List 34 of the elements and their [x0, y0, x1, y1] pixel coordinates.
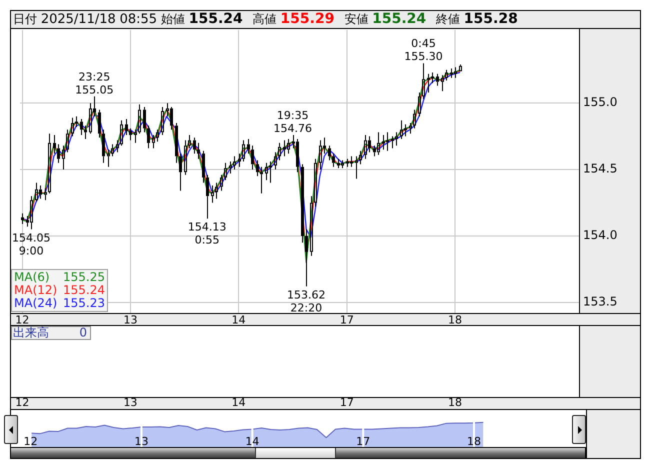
annotation: 153.62 22:20: [287, 288, 326, 314]
text: MA(6): [14, 270, 50, 284]
text: MA(12): [14, 283, 58, 298]
x-tick-label: 17: [356, 435, 370, 448]
x-tick-label: 14: [245, 435, 260, 448]
y-tick-label: 154.5: [583, 162, 618, 176]
annotation: 154.05 9:00: [12, 231, 51, 258]
x-tick-label: 13: [134, 435, 148, 448]
x-tick-label: 14: [232, 313, 246, 326]
chart-title: 日付 2025/11/18 08:55 始値 155.24 高値 155.29 安値 155.24 終値 155.28: [13, 11, 518, 27]
x-tick-label: 12: [15, 313, 30, 326]
annotation: 0:45 155.30: [404, 37, 443, 64]
category-label: 13: [123, 396, 138, 409]
annotation: 155.24: [63, 283, 105, 298]
category-label: 12: [15, 396, 30, 409]
x-tick-label: 13: [123, 313, 138, 326]
text: 0: [79, 326, 87, 340]
annotation: 155.25: [63, 270, 105, 284]
category-label: 17: [340, 396, 354, 409]
text: 出来高: [13, 326, 49, 340]
annotation: 155.23: [63, 296, 105, 310]
y-tick-label: 155.0: [583, 95, 618, 110]
x-tick-label: 18: [467, 435, 482, 448]
category-label: 18: [448, 396, 462, 409]
annotation: 19:35 154.76: [273, 108, 312, 135]
category-label: 14: [232, 396, 246, 409]
y-tick-label: 153.5: [583, 294, 618, 308]
annotation: 154.13 0:55: [188, 220, 226, 247]
x-tick-label: 17: [340, 313, 354, 326]
x-tick-label: 12: [24, 435, 38, 448]
annotation: 23:25 155.05: [75, 70, 114, 96]
text: MA(24): [14, 296, 58, 310]
x-tick-label: 18: [448, 313, 462, 326]
y-tick-label: 154.0: [583, 228, 618, 242]
